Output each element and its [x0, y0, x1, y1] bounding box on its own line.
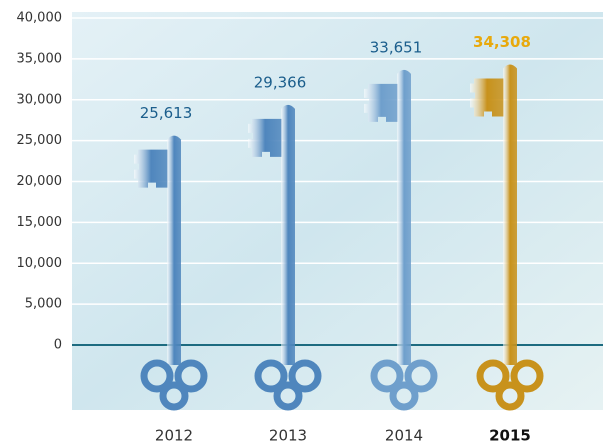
key-bow: [389, 381, 419, 411]
plot-background: [72, 12, 603, 410]
y-tick-label: 0: [54, 338, 62, 353]
data-label: 29,366: [254, 73, 307, 91]
key-bit: [134, 149, 168, 188]
key-bow: [273, 381, 303, 411]
key-bow: [404, 359, 438, 393]
x-tick-label: 2014: [385, 427, 423, 445]
y-tick-label: 40,000: [17, 11, 63, 26]
key-bow: [510, 359, 544, 393]
key-bit: [364, 83, 398, 122]
key: [364, 69, 438, 411]
key-bow: [140, 359, 174, 393]
key: [134, 135, 208, 411]
key-bow: [159, 381, 189, 411]
x-tick-label: 2013: [269, 427, 307, 445]
y-tick-label: 20,000: [17, 174, 63, 189]
y-tick-label: 25,000: [17, 133, 63, 148]
y-tick-label: 10,000: [17, 256, 63, 271]
y-tick-label: 15,000: [17, 215, 63, 230]
key: [248, 104, 322, 411]
y-tick-label: 35,000: [17, 51, 63, 66]
key-bow: [254, 359, 288, 393]
key-bow: [476, 359, 510, 393]
data-label: 25,613: [140, 104, 193, 122]
key-bit: [248, 118, 282, 157]
key: [470, 64, 544, 411]
y-tick-label: 5,000: [25, 297, 62, 312]
data-label: 34,308: [473, 33, 531, 51]
key-bow: [174, 359, 208, 393]
bar: [167, 135, 181, 365]
bar: [397, 69, 411, 365]
key-bit: [470, 78, 504, 117]
bar: [281, 104, 295, 365]
bar: [503, 64, 517, 365]
key-bow: [495, 381, 525, 411]
key-bow: [288, 359, 322, 393]
data-label: 33,651: [370, 38, 423, 56]
x-tick-label: 2012: [155, 427, 193, 445]
key-bow: [370, 359, 404, 393]
y-tick-label: 30,000: [17, 92, 63, 107]
x-tick-label: 2015: [489, 427, 531, 445]
